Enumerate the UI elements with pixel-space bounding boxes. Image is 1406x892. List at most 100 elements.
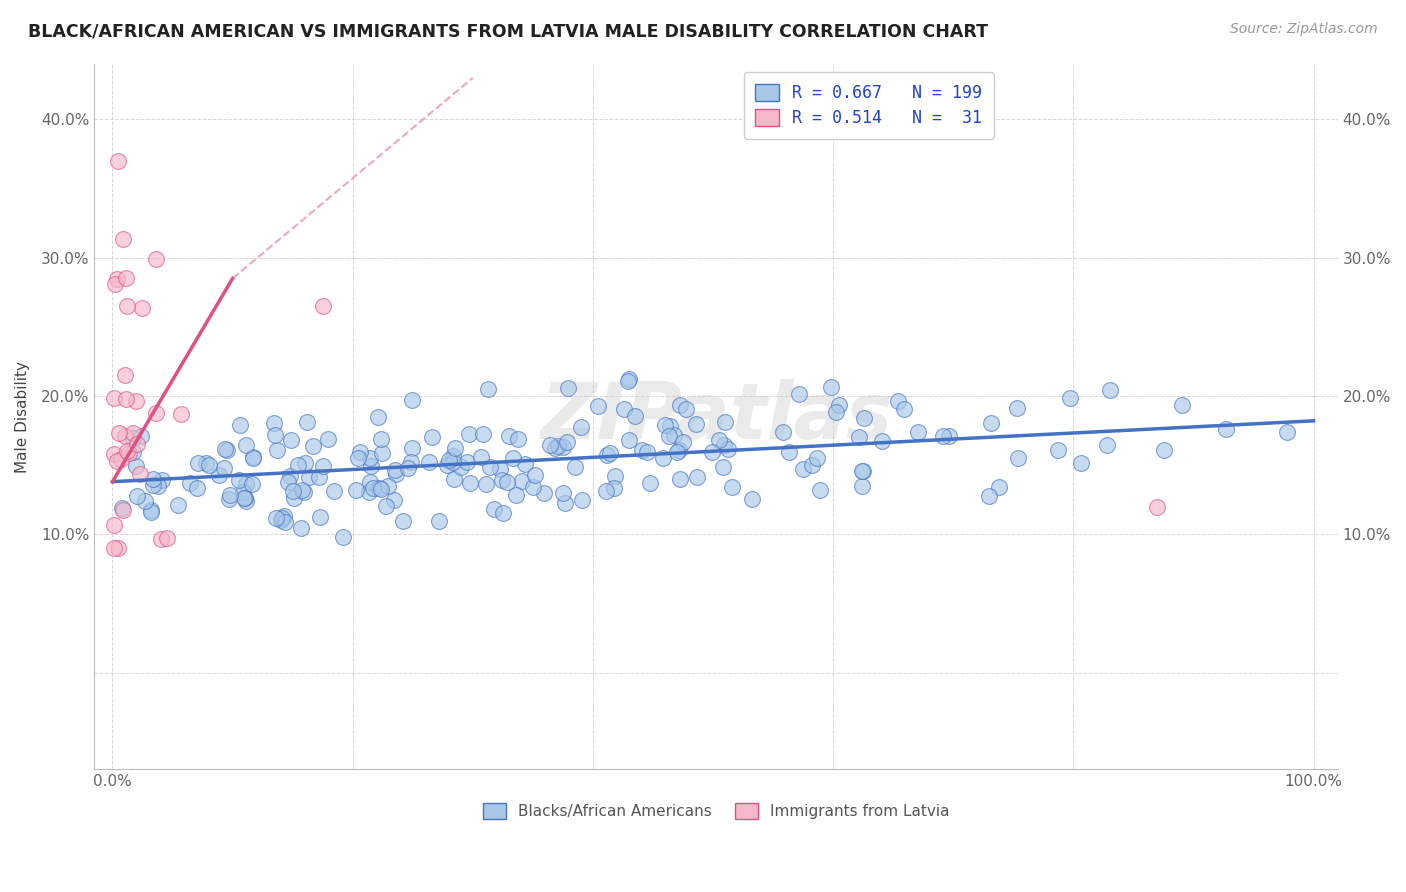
Point: [103, 541, 125, 555]
Point: [613, 401, 636, 416]
Point: [658, 429, 681, 443]
Point: [551, 486, 574, 500]
Point: [418, 455, 440, 469]
Point: [287, 458, 309, 472]
Point: [118, 445, 141, 459]
Point: [274, 515, 297, 529]
Point: [361, 482, 384, 496]
Point: [368, 481, 391, 495]
Point: [1153, 442, 1175, 457]
Point: [669, 398, 692, 412]
Point: [107, 541, 129, 555]
Point: [103, 391, 125, 405]
Point: [713, 438, 735, 452]
Point: [131, 301, 153, 315]
Point: [668, 471, 690, 485]
Point: [458, 426, 481, 441]
Point: [278, 468, 301, 483]
Point: [291, 483, 314, 497]
Point: [105, 271, 128, 285]
Point: [778, 445, 800, 459]
Point: [458, 476, 481, 491]
Point: [294, 484, 316, 499]
Point: [401, 393, 423, 408]
Point: [235, 477, 257, 491]
Point: [980, 416, 1002, 430]
Point: [717, 442, 740, 456]
Point: [471, 427, 494, 442]
Point: [111, 231, 134, 245]
Point: [110, 452, 132, 467]
Point: [280, 434, 302, 448]
Point: [664, 428, 686, 442]
Legend: Blacks/African Americans, Immigrants from Latvia: Blacks/African Americans, Immigrants fro…: [477, 797, 956, 825]
Point: [359, 451, 381, 466]
Point: [367, 410, 389, 425]
Point: [595, 483, 617, 498]
Point: [544, 441, 567, 455]
Point: [1059, 391, 1081, 405]
Point: [1098, 383, 1121, 397]
Point: [714, 415, 737, 429]
Point: [139, 505, 162, 519]
Point: [309, 510, 332, 524]
Point: [672, 434, 695, 449]
Point: [636, 445, 658, 459]
Point: [297, 415, 319, 429]
Point: [665, 445, 688, 459]
Point: [401, 441, 423, 455]
Point: [242, 450, 264, 465]
Point: [505, 488, 527, 502]
Text: BLACK/AFRICAN AMERICAN VS IMMIGRANTS FROM LATVIA MALE DISABILITY CORRELATION CHA: BLACK/AFRICAN AMERICAN VS IMMIGRANTS FRO…: [28, 22, 988, 40]
Point: [212, 461, 235, 475]
Point: [772, 425, 794, 439]
Point: [228, 473, 250, 487]
Point: [806, 450, 828, 465]
Point: [308, 470, 330, 484]
Point: [294, 456, 316, 470]
Point: [125, 458, 148, 473]
Point: [623, 409, 645, 423]
Point: [851, 464, 873, 478]
Point: [470, 450, 492, 464]
Point: [554, 496, 576, 510]
Point: [659, 419, 682, 434]
Point: [186, 481, 208, 495]
Point: [301, 438, 323, 452]
Point: [603, 468, 626, 483]
Point: [630, 442, 652, 457]
Point: [121, 445, 143, 459]
Point: [384, 463, 406, 477]
Point: [1005, 401, 1028, 415]
Point: [382, 493, 405, 508]
Point: [232, 484, 254, 499]
Point: [851, 479, 873, 493]
Point: [283, 491, 305, 505]
Point: [616, 374, 638, 388]
Point: [741, 491, 763, 506]
Point: [266, 511, 288, 525]
Point: [1275, 425, 1298, 440]
Point: [298, 470, 321, 484]
Point: [522, 480, 544, 494]
Point: [1046, 443, 1069, 458]
Point: [170, 407, 193, 421]
Point: [263, 416, 285, 430]
Point: [686, 470, 709, 484]
Point: [115, 271, 138, 285]
Point: [115, 392, 138, 406]
Point: [346, 483, 368, 498]
Point: [808, 483, 831, 498]
Point: [675, 401, 697, 416]
Point: [824, 404, 846, 418]
Point: [312, 299, 335, 313]
Point: [711, 460, 734, 475]
Point: [349, 445, 371, 459]
Point: [359, 484, 381, 499]
Point: [1146, 500, 1168, 514]
Point: [828, 398, 851, 412]
Point: [142, 472, 165, 486]
Point: [359, 475, 381, 489]
Point: [122, 425, 145, 440]
Point: [131, 429, 153, 443]
